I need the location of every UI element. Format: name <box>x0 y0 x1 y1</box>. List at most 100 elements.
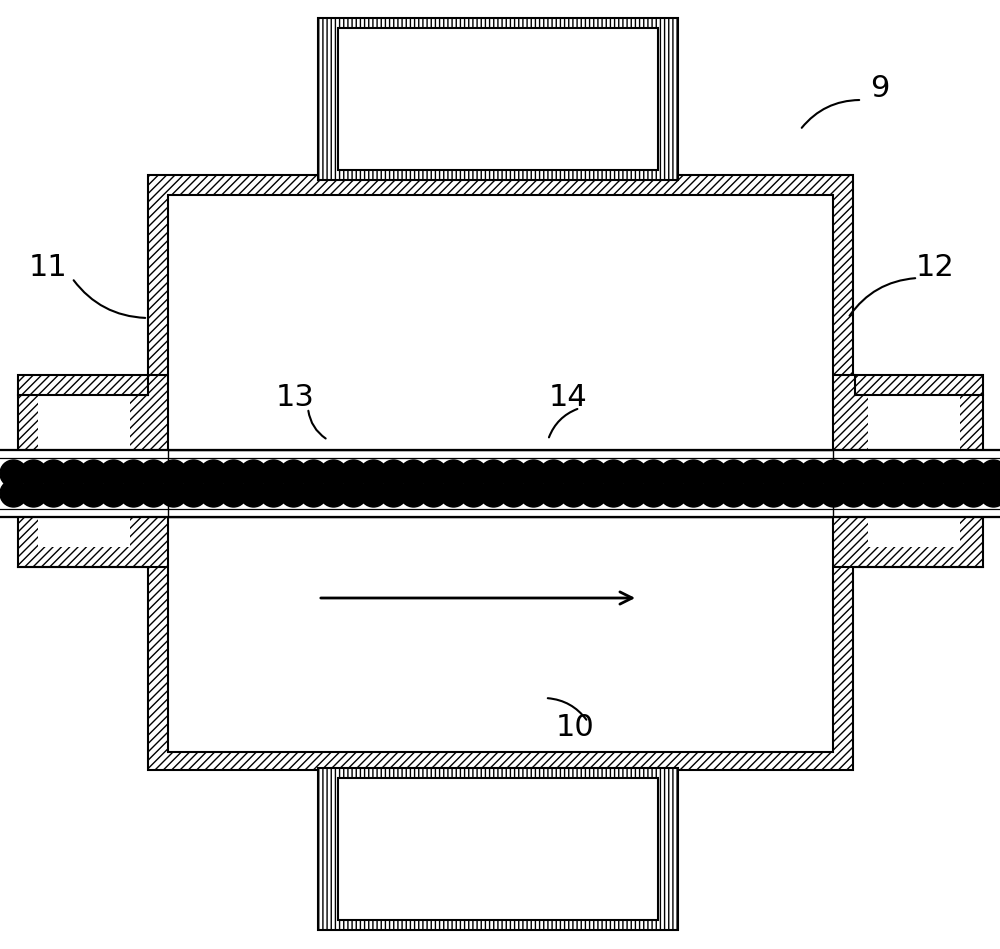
Circle shape <box>200 460 227 487</box>
Bar <box>168 510 833 752</box>
Circle shape <box>720 460 747 487</box>
Circle shape <box>380 460 407 487</box>
Circle shape <box>360 480 387 507</box>
Bar <box>38 395 130 547</box>
Bar <box>0 450 1000 517</box>
Circle shape <box>420 480 447 507</box>
Circle shape <box>0 480 27 507</box>
Circle shape <box>140 480 167 507</box>
Circle shape <box>280 480 307 507</box>
Circle shape <box>20 480 47 507</box>
Circle shape <box>320 460 347 487</box>
Circle shape <box>600 480 627 507</box>
Circle shape <box>960 480 987 507</box>
Circle shape <box>760 480 787 507</box>
Circle shape <box>440 460 467 487</box>
Circle shape <box>780 460 807 487</box>
Circle shape <box>900 480 927 507</box>
Circle shape <box>920 480 947 507</box>
Circle shape <box>240 460 267 487</box>
Circle shape <box>460 480 487 507</box>
Circle shape <box>840 460 867 487</box>
Circle shape <box>720 480 747 507</box>
Circle shape <box>520 480 547 507</box>
Circle shape <box>520 460 547 487</box>
Circle shape <box>80 460 107 487</box>
Circle shape <box>120 480 147 507</box>
Circle shape <box>580 460 607 487</box>
Circle shape <box>200 480 227 507</box>
Circle shape <box>680 460 707 487</box>
Circle shape <box>100 460 127 487</box>
Bar <box>868 395 960 547</box>
Circle shape <box>900 460 927 487</box>
Bar <box>318 768 678 930</box>
Text: 10: 10 <box>556 714 594 742</box>
Circle shape <box>760 460 787 487</box>
Circle shape <box>320 480 347 507</box>
Circle shape <box>300 480 327 507</box>
Circle shape <box>660 480 687 507</box>
Circle shape <box>80 480 107 507</box>
Circle shape <box>20 460 47 487</box>
Circle shape <box>160 460 187 487</box>
Circle shape <box>280 460 307 487</box>
Bar <box>18 375 173 567</box>
Circle shape <box>860 460 887 487</box>
Circle shape <box>60 460 87 487</box>
Circle shape <box>840 480 867 507</box>
Bar <box>168 450 833 517</box>
Circle shape <box>740 460 767 487</box>
Circle shape <box>560 460 587 487</box>
Circle shape <box>260 480 287 507</box>
Circle shape <box>860 480 887 507</box>
Circle shape <box>340 460 367 487</box>
Text: 12: 12 <box>916 253 954 283</box>
Circle shape <box>680 480 707 507</box>
Text: 9: 9 <box>870 73 890 102</box>
Circle shape <box>660 460 687 487</box>
Circle shape <box>800 460 827 487</box>
Circle shape <box>580 480 607 507</box>
Circle shape <box>420 460 447 487</box>
Circle shape <box>880 460 907 487</box>
Circle shape <box>640 460 667 487</box>
Circle shape <box>240 480 267 507</box>
Circle shape <box>480 460 507 487</box>
Circle shape <box>500 480 527 507</box>
Bar <box>148 175 853 770</box>
Circle shape <box>700 480 727 507</box>
Circle shape <box>440 480 467 507</box>
Circle shape <box>400 480 427 507</box>
Circle shape <box>540 480 567 507</box>
Circle shape <box>600 460 627 487</box>
Circle shape <box>0 460 27 487</box>
Bar <box>318 18 678 180</box>
Circle shape <box>980 480 1000 507</box>
Circle shape <box>180 480 207 507</box>
Circle shape <box>500 460 527 487</box>
Circle shape <box>140 460 167 487</box>
Circle shape <box>180 460 207 487</box>
Circle shape <box>380 480 407 507</box>
Circle shape <box>700 460 727 487</box>
Circle shape <box>780 480 807 507</box>
Circle shape <box>480 480 507 507</box>
Circle shape <box>820 480 847 507</box>
Bar <box>168 195 833 460</box>
Circle shape <box>220 460 247 487</box>
Circle shape <box>940 460 967 487</box>
Bar <box>338 778 658 920</box>
Circle shape <box>400 460 427 487</box>
Bar <box>0 450 1000 517</box>
Circle shape <box>160 480 187 507</box>
Circle shape <box>120 460 147 487</box>
Circle shape <box>620 460 647 487</box>
Circle shape <box>960 460 987 487</box>
Circle shape <box>300 460 327 487</box>
Circle shape <box>820 460 847 487</box>
Circle shape <box>740 480 767 507</box>
Bar <box>338 28 658 170</box>
Circle shape <box>260 460 287 487</box>
Circle shape <box>880 480 907 507</box>
